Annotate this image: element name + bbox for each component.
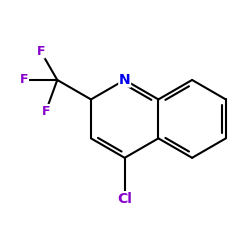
Text: Cl: Cl <box>117 192 132 206</box>
Text: F: F <box>20 74 28 86</box>
Text: F: F <box>42 104 50 118</box>
Text: F: F <box>36 45 45 58</box>
Text: N: N <box>119 73 130 87</box>
